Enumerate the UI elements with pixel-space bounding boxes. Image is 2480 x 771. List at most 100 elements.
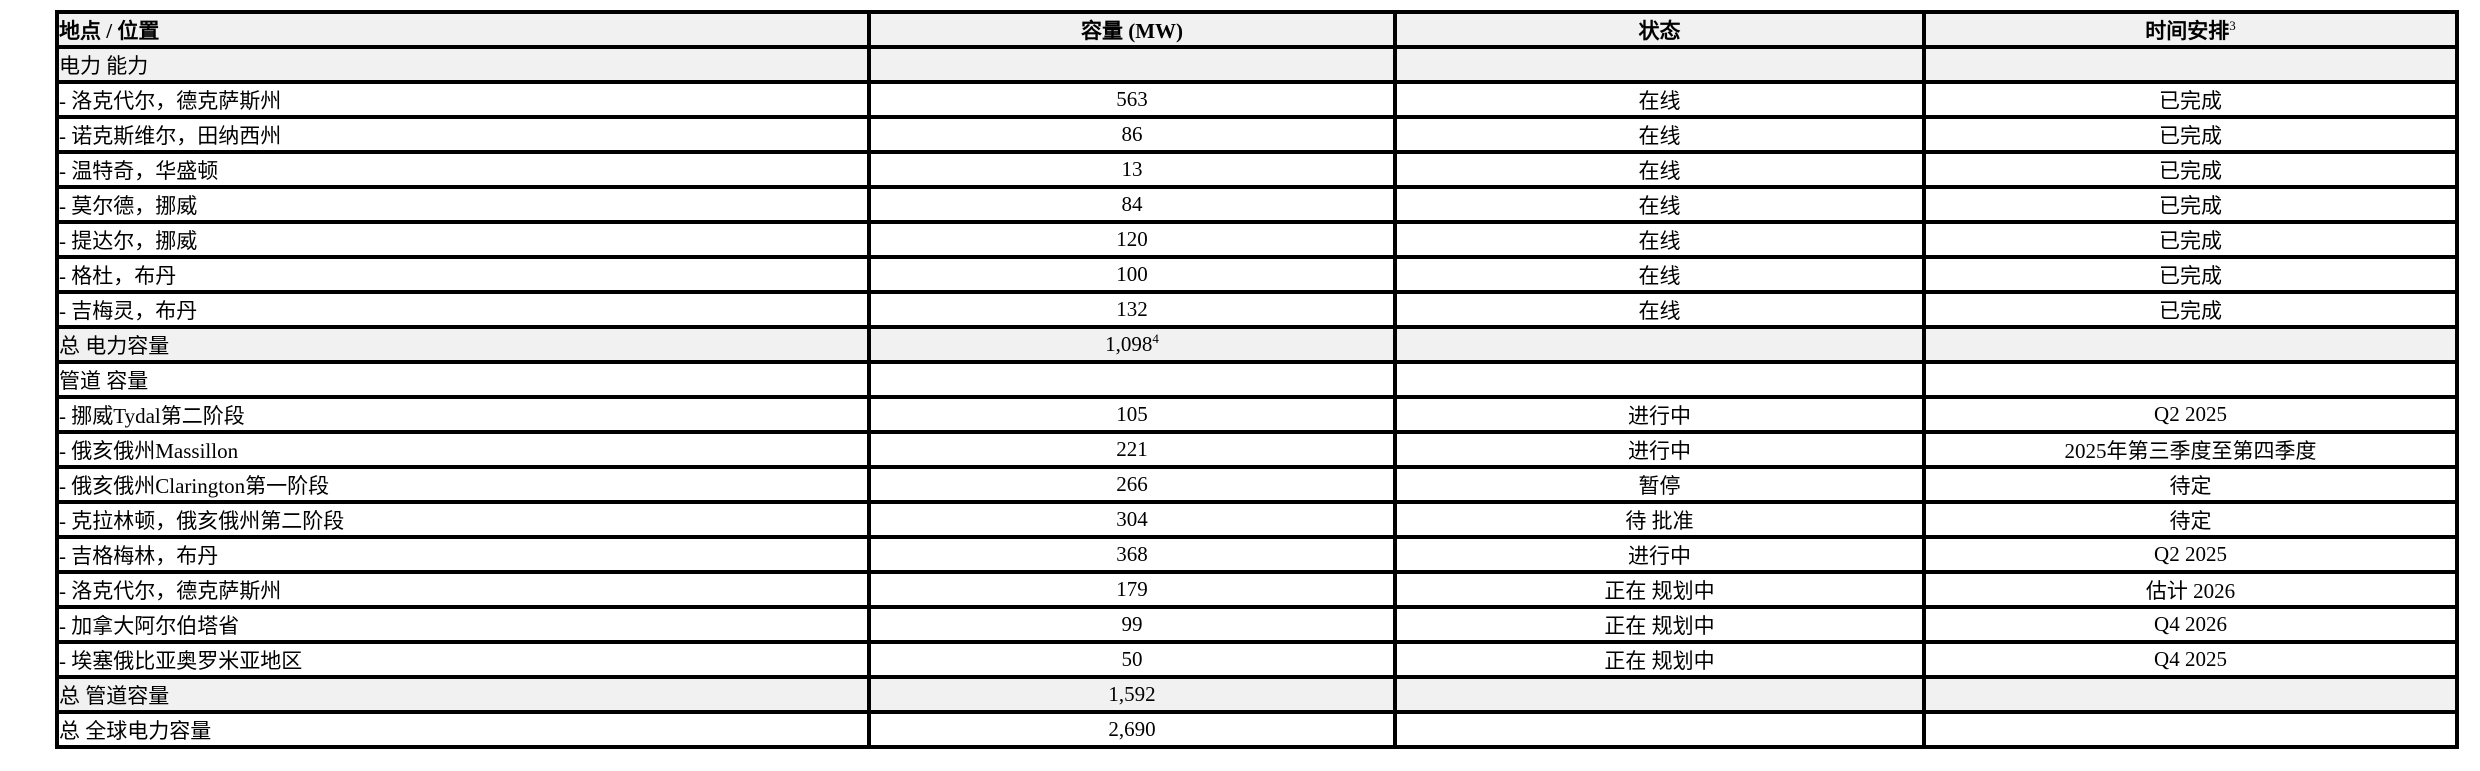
timeline-cell: 已完成 [1922,255,2459,294]
total-row-power: 总 电力容量 1,0984 [55,325,2459,364]
location-cell: - 诺克斯维尔，田纳西州 [55,115,871,154]
table-row: - 提达尔，挪威 120 在线 已完成 [55,220,2459,259]
capacity-cell: 266 [867,465,1397,504]
timeline-cell: 已完成 [1922,115,2459,154]
table-row: - 埃塞俄比亚奥罗米亚地区 50 正在 规划中 Q4 2025 [55,640,2459,679]
capacity-cell: 1,592 [867,675,1397,714]
column-header-capacity: 容量 (MW) [867,10,1397,49]
status-cell: 进行中 [1393,430,1926,469]
location-cell: - 俄亥俄州Massillon [55,430,871,469]
status-cell: 待 批准 [1393,500,1926,539]
table-row: - 吉梅灵，布丹 132 在线 已完成 [55,290,2459,329]
section-row-power: 电力 能力 [55,45,2459,84]
status-cell: 正在 规划中 [1393,570,1926,609]
capacity-table: 地点 / 位置 容量 (MW) 状态 时间安排3 电力 能力 - 洛克代尔，德克… [55,10,2459,749]
capacity-cell: 99 [867,605,1397,644]
timeline-cell [1922,45,2459,84]
total-row-pipeline: 总 管道容量 1,592 [55,675,2459,714]
timeline-cell: 估计 2026 [1922,570,2459,609]
status-cell: 正在 规划中 [1393,605,1926,644]
total-row-global: 总 全球电力容量 2,690 [55,710,2459,749]
status-cell: 暂停 [1393,465,1926,504]
status-cell: 在线 [1393,80,1926,119]
table-row: - 加拿大阿尔伯塔省 99 正在 规划中 Q4 2026 [55,605,2459,644]
section-label: 管道 容量 [55,360,871,399]
status-cell [1393,360,1926,399]
table-row: - 格杜，布丹 100 在线 已完成 [55,255,2459,294]
capacity-cell: 221 [867,430,1397,469]
capacity-table-container: 地点 / 位置 容量 (MW) 状态 时间安排3 电力 能力 - 洛克代尔，德克… [55,10,2459,749]
status-cell [1393,710,1926,749]
column-header-location: 地点 / 位置 [55,10,871,49]
location-cell: - 吉格梅林，布丹 [55,535,871,574]
capacity-cell: 563 [867,80,1397,119]
section-row-pipeline: 管道 容量 [55,360,2459,399]
table-row: - 洛克代尔，德克萨斯州 563 在线 已完成 [55,80,2459,119]
column-header-timeline: 时间安排3 [1922,10,2459,49]
capacity-cell: 132 [867,290,1397,329]
capacity-cell: 86 [867,115,1397,154]
table-row: - 诺克斯维尔，田纳西州 86 在线 已完成 [55,115,2459,154]
status-cell: 正在 规划中 [1393,640,1926,679]
section-label: 电力 能力 [55,45,871,84]
location-cell: - 挪威Tydal第二阶段 [55,395,871,434]
table-row: - 温特奇，华盛顿 13 在线 已完成 [55,150,2459,189]
status-cell: 在线 [1393,150,1926,189]
column-header-timeline-label: 时间安排 [2145,18,2230,43]
capacity-cell [867,360,1397,399]
capacity-cell: 50 [867,640,1397,679]
capacity-cell: 304 [867,500,1397,539]
location-cell: - 俄亥俄州Clarington第一阶段 [55,465,871,504]
capacity-cell: 1,0984 [867,325,1397,364]
status-cell [1393,675,1926,714]
capacity-cell: 179 [867,570,1397,609]
timeline-cell: Q4 2025 [1922,640,2459,679]
status-cell: 进行中 [1393,535,1926,574]
location-cell: - 吉梅灵，布丹 [55,290,871,329]
location-cell: - 埃塞俄比亚奥罗米亚地区 [55,640,871,679]
status-cell: 在线 [1393,290,1926,329]
footnote-ref-3: 3 [2229,17,2236,33]
header-row: 地点 / 位置 容量 (MW) 状态 时间安排3 [55,10,2459,49]
timeline-cell: 已完成 [1922,185,2459,224]
table-row: - 挪威Tydal第二阶段 105 进行中 Q2 2025 [55,395,2459,434]
status-cell: 在线 [1393,185,1926,224]
table-row: - 莫尔德，挪威 84 在线 已完成 [55,185,2459,224]
status-cell: 进行中 [1393,395,1926,434]
status-cell: 在线 [1393,115,1926,154]
capacity-cell [867,45,1397,84]
location-cell: - 克拉林顿，俄亥俄州第二阶段 [55,500,871,539]
location-cell: - 格杜，布丹 [55,255,871,294]
total-power-capacity: 1,098 [1105,332,1153,356]
timeline-cell [1922,675,2459,714]
capacity-cell: 120 [867,220,1397,259]
timeline-cell: Q2 2025 [1922,395,2459,434]
location-cell: - 温特奇，华盛顿 [55,150,871,189]
capacity-cell: 100 [867,255,1397,294]
location-cell: - 洛克代尔，德克萨斯州 [55,570,871,609]
status-cell [1393,325,1926,364]
timeline-cell: 已完成 [1922,290,2459,329]
table-row: - 克拉林顿，俄亥俄州第二阶段 304 待 批准 待定 [55,500,2459,539]
capacity-cell: 105 [867,395,1397,434]
capacity-cell: 84 [867,185,1397,224]
timeline-cell: 待定 [1922,465,2459,504]
capacity-cell: 2,690 [867,710,1397,749]
status-cell: 在线 [1393,220,1926,259]
table-row: - 俄亥俄州Massillon 221 进行中 2025年第三季度至第四季度 [55,430,2459,469]
column-header-status: 状态 [1393,10,1926,49]
timeline-cell: Q2 2025 [1922,535,2459,574]
location-cell: - 莫尔德，挪威 [55,185,871,224]
table-row: - 俄亥俄州Clarington第一阶段 266 暂停 待定 [55,465,2459,504]
location-cell: - 提达尔，挪威 [55,220,871,259]
timeline-cell [1922,710,2459,749]
footnote-ref-4: 4 [1152,331,1159,346]
capacity-cell: 368 [867,535,1397,574]
timeline-cell: 已完成 [1922,80,2459,119]
timeline-cell [1922,360,2459,399]
timeline-cell: Q4 2026 [1922,605,2459,644]
timeline-cell: 待定 [1922,500,2459,539]
location-cell: - 加拿大阿尔伯塔省 [55,605,871,644]
status-cell [1393,45,1926,84]
timeline-cell [1922,325,2459,364]
